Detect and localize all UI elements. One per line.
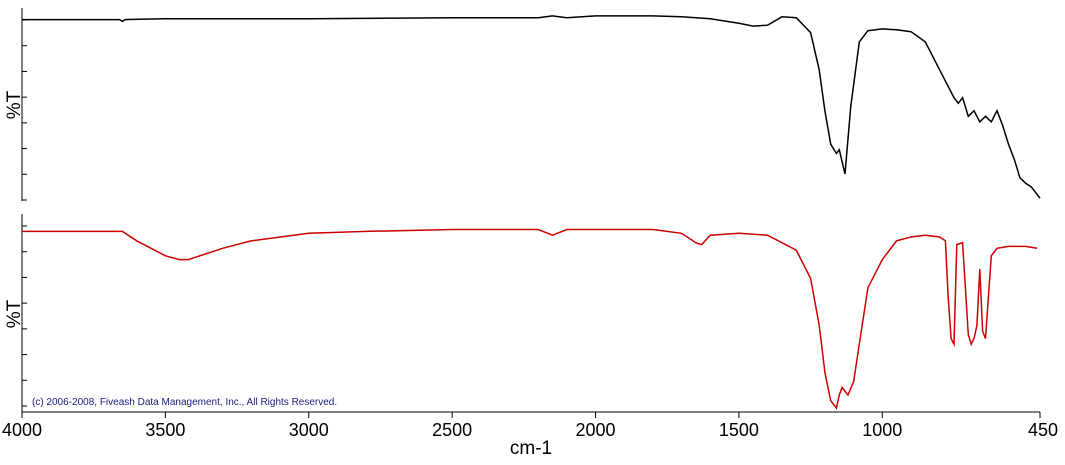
x-tick-label: 3500 — [145, 420, 185, 440]
top-panel: %T — [4, 8, 1041, 201]
bottom-spectrum-line — [22, 228, 1038, 410]
x-tick-label: 4000 — [2, 420, 42, 440]
x-tick-label: 1000 — [862, 420, 902, 440]
bottom-panel: %T (c) 2006-2008, Fiveash Data Managemen… — [4, 214, 1038, 412]
x-tick-label: 3000 — [289, 420, 329, 440]
bottom-panel-y-label: %T — [4, 299, 25, 328]
bottom-panel-y-ticks — [22, 225, 27, 407]
x-axis: 4000 3500 3000 2500 2000 1500 1000 450 cm-1 — [2, 411, 1058, 459]
copyright-notice: (c) 2006-2008, Fiveash Data Management, … — [32, 397, 337, 408]
x-tick-label: 1500 — [719, 420, 759, 440]
x-axis-ticks: 4000 3500 3000 2500 2000 1500 1000 450 — [2, 412, 1058, 440]
top-panel-y-label: %T — [4, 90, 25, 119]
x-tick-label: 450 — [1028, 420, 1058, 440]
x-tick-label: 2000 — [575, 420, 615, 440]
top-spectrum-line — [22, 15, 1041, 199]
x-tick-label: 2500 — [432, 420, 472, 440]
x-axis-label: cm-1 — [510, 438, 552, 459]
